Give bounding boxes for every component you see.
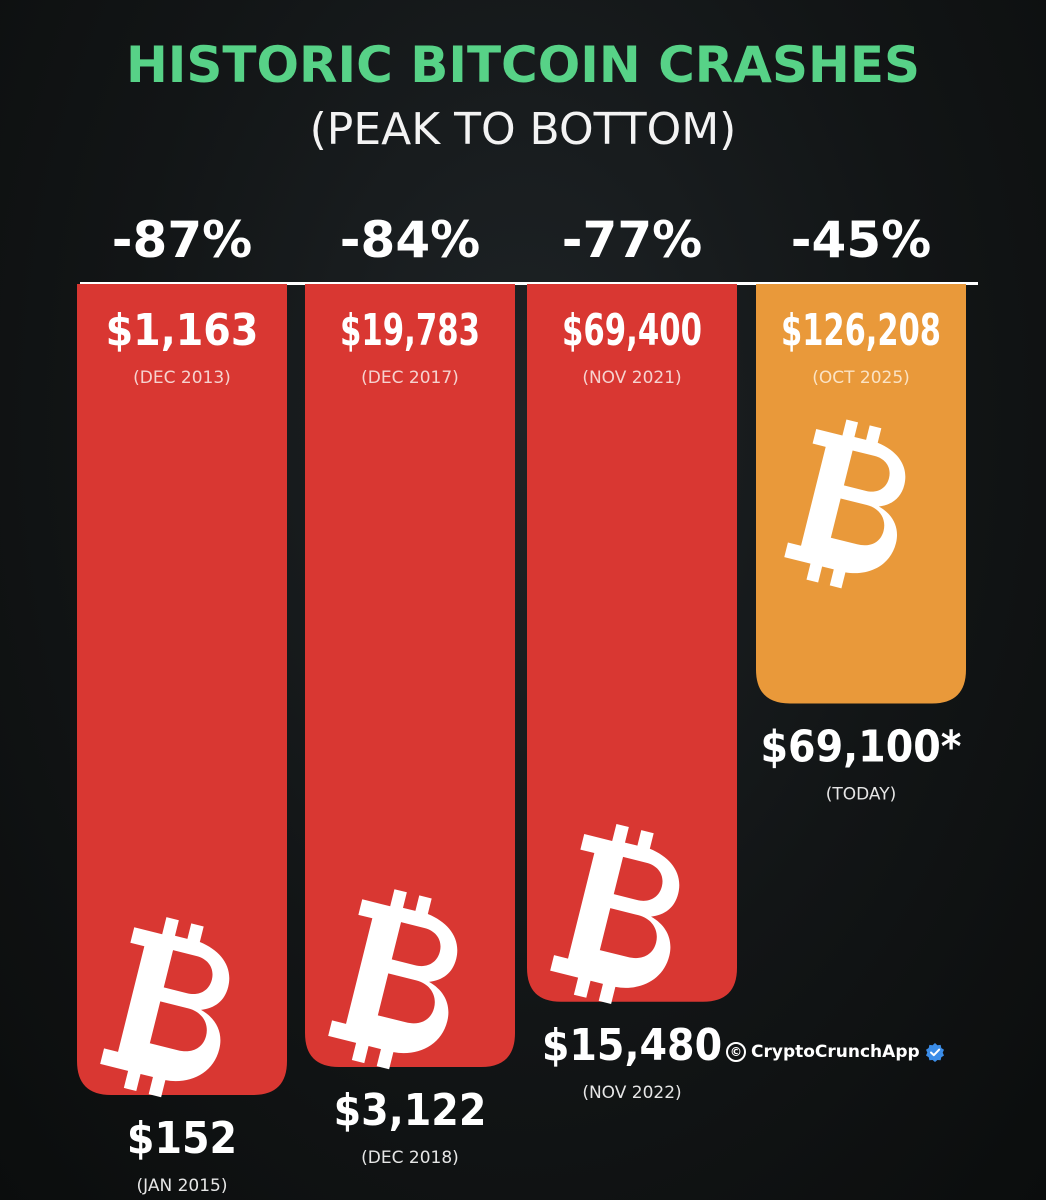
copyright-icon: © xyxy=(726,1042,746,1062)
credit-text: CryptoCrunchApp xyxy=(751,1042,920,1062)
peak-date-4: (OCT 2025) xyxy=(812,368,910,388)
peak-date-1: (DEC 2013) xyxy=(133,368,231,388)
bottom-price-4: $69,100* xyxy=(761,721,962,772)
verified-badge-icon xyxy=(925,1043,944,1062)
bottom-date-3: (NOV 2022) xyxy=(582,1083,681,1103)
bar-2 xyxy=(305,284,515,1068)
bitcoin-icon-3 xyxy=(550,823,680,1005)
chart-title: HISTORIC BITCOIN CRASHES xyxy=(125,36,921,94)
peak-date-3: (NOV 2021) xyxy=(582,368,681,388)
bottom-date-2: (DEC 2018) xyxy=(361,1148,459,1168)
chart-subtitle: (PEAK TO BOTTOM) xyxy=(309,104,737,155)
bitcoin-icon-4 xyxy=(784,419,906,589)
peak-price-4: $126,208 xyxy=(781,305,941,356)
bottom-price-3: $15,480 xyxy=(542,1020,722,1071)
drawdown-label-1: -87% xyxy=(112,211,252,269)
bottom-date-4: (TODAY) xyxy=(826,784,897,804)
peak-date-2: (DEC 2017) xyxy=(361,368,459,388)
peak-price-2: $19,783 xyxy=(340,305,480,356)
bottom-date-1: (JAN 2015) xyxy=(137,1176,228,1196)
drawdown-label-4: -45% xyxy=(791,211,931,269)
baseline-rule xyxy=(80,282,978,285)
bitcoin-icon-2 xyxy=(328,889,458,1070)
drawdown-label-2: -84% xyxy=(340,211,480,269)
bar-1 xyxy=(77,284,287,1095)
bar-3 xyxy=(527,284,737,1002)
bottom-price-1: $152 xyxy=(127,1113,237,1164)
peak-price-1: $1,163 xyxy=(106,305,259,356)
bottom-price-2: $3,122 xyxy=(334,1085,487,1136)
credit-watermark: © CryptoCrunchApp xyxy=(726,1042,945,1062)
peak-price-3: $69,400 xyxy=(562,305,702,356)
bitcoin-icon-1 xyxy=(100,917,230,1098)
drawdown-label-3: -77% xyxy=(562,211,702,269)
